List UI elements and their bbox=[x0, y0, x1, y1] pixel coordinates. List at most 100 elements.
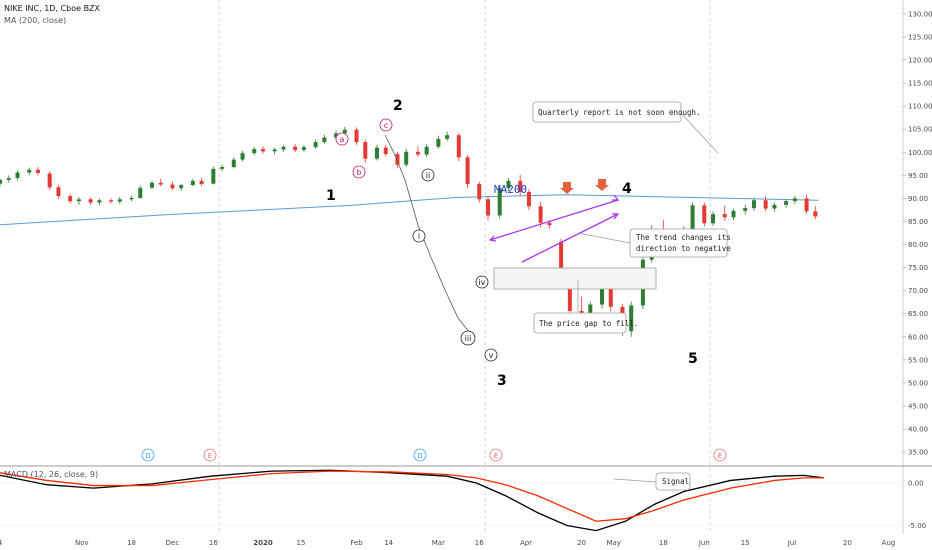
note-quarterly-text: Quarterly report is not soon enough. bbox=[538, 108, 701, 117]
wave-path bbox=[384, 134, 471, 334]
candle-body bbox=[322, 137, 327, 143]
sub-wave-iv: iv bbox=[475, 275, 489, 289]
price-tick-label: 105.00 bbox=[908, 126, 932, 134]
candle-body bbox=[506, 180, 511, 189]
candle bbox=[722, 205, 727, 221]
candle-body bbox=[313, 142, 318, 148]
candle-body bbox=[179, 185, 184, 189]
candle-body bbox=[629, 305, 634, 332]
event-d-1[interactable]: D bbox=[141, 448, 155, 462]
time-tick-label: 16 bbox=[209, 539, 218, 547]
candle-body bbox=[117, 199, 122, 202]
candle bbox=[252, 146, 257, 156]
event-d-2-label: D bbox=[417, 452, 422, 460]
candle bbox=[170, 181, 175, 191]
candle-body bbox=[220, 167, 225, 169]
macd-lines bbox=[0, 469, 825, 532]
candle-body bbox=[6, 178, 11, 180]
time-tick-label: Apr bbox=[520, 539, 532, 547]
candle-body bbox=[784, 201, 789, 205]
macd-tick-label: 0.00 bbox=[908, 480, 924, 488]
candle bbox=[272, 147, 277, 155]
sub-wave-v-circle bbox=[484, 348, 498, 362]
macd-line bbox=[0, 469, 825, 532]
candle-body bbox=[608, 279, 613, 307]
event-d-2[interactable]: D bbox=[413, 448, 427, 462]
candle-body bbox=[751, 200, 756, 209]
price-tick-label: 70.00 bbox=[908, 287, 928, 295]
candle bbox=[15, 170, 20, 181]
time-tick-label: Mar bbox=[432, 539, 445, 547]
time-tick-label: 2020 bbox=[253, 539, 273, 547]
candle bbox=[149, 180, 154, 190]
candle-body bbox=[445, 135, 450, 139]
candle-body bbox=[76, 199, 81, 202]
event-d-2-circle bbox=[413, 448, 427, 462]
time-tick-label: Aug bbox=[882, 539, 896, 547]
candle bbox=[88, 197, 93, 205]
candle bbox=[129, 195, 134, 202]
candle bbox=[322, 134, 327, 144]
candle-body bbox=[743, 208, 748, 211]
candle bbox=[301, 144, 306, 152]
price-tick-label: 110.00 bbox=[908, 103, 932, 111]
candle bbox=[0, 178, 2, 187]
candle bbox=[526, 189, 531, 210]
candle-body bbox=[547, 222, 552, 226]
note-quarterly-box bbox=[532, 101, 682, 123]
wave-label-2: 2 bbox=[393, 98, 403, 114]
note-quarterly: Quarterly report is not soon enough. bbox=[532, 101, 719, 154]
candle bbox=[56, 185, 61, 199]
wave-label-4: 4 bbox=[622, 181, 632, 197]
candle bbox=[629, 301, 634, 337]
sub-wave-iii-label: iii bbox=[465, 334, 472, 343]
event-markers: D E D E E bbox=[141, 448, 727, 462]
event-e-1[interactable]: E bbox=[203, 448, 217, 462]
candle-body bbox=[711, 214, 716, 224]
sub-wave-a-circle bbox=[335, 132, 349, 146]
candle-body bbox=[486, 199, 491, 216]
event-e-3[interactable]: E bbox=[713, 448, 727, 462]
ma-legend[interactable]: MA (200, close) bbox=[4, 16, 67, 25]
wedge-channel bbox=[488, 194, 620, 263]
candle bbox=[424, 143, 429, 157]
sub-wave-a: a bbox=[335, 132, 349, 146]
candle-body bbox=[68, 196, 73, 202]
candle-body bbox=[518, 180, 523, 192]
sub-wave-b: b bbox=[352, 165, 366, 179]
sub-wave-iv-circle bbox=[475, 275, 489, 289]
wave-label-3: 3 bbox=[497, 373, 507, 389]
candle-body bbox=[772, 204, 777, 209]
candle-body bbox=[170, 184, 175, 189]
sub-wave-b-circle bbox=[352, 165, 366, 179]
candle bbox=[383, 144, 388, 157]
symbol-header[interactable]: NIKE INC, 1D, Cboe BZX bbox=[4, 4, 101, 13]
candle-body bbox=[813, 211, 818, 217]
macd-legend[interactable]: MACD (12, 26, close, 9) bbox=[4, 470, 99, 479]
time-tick-label: Dec bbox=[166, 539, 180, 547]
note-trend-box bbox=[629, 228, 728, 258]
candle-body bbox=[374, 147, 379, 159]
time-tick-label: 14 bbox=[384, 539, 393, 547]
candle-body bbox=[600, 279, 604, 305]
candle-body bbox=[456, 135, 461, 158]
candle-body bbox=[47, 173, 52, 188]
candle bbox=[436, 135, 441, 149]
sub-wave-iii: iii bbox=[460, 330, 476, 346]
macd-signal-line bbox=[0, 470, 825, 522]
candle-body bbox=[281, 146, 286, 150]
candle bbox=[261, 146, 266, 154]
event-e-2[interactable]: E bbox=[489, 448, 503, 462]
candle-body bbox=[35, 169, 40, 174]
candle-body bbox=[293, 146, 298, 150]
time-tick-label: Nov bbox=[75, 539, 89, 547]
candle bbox=[465, 155, 470, 189]
note-trend-pointer bbox=[577, 232, 631, 244]
candle-body bbox=[415, 151, 420, 155]
price-tick-label: 45.00 bbox=[908, 403, 928, 411]
time-tick-label: 4 bbox=[0, 539, 3, 547]
ma200-text-label: MA200 bbox=[494, 183, 527, 196]
time-tick-label: 15 bbox=[297, 539, 306, 547]
ma200-line bbox=[0, 194, 819, 226]
price-tick-label: 75.00 bbox=[908, 264, 928, 272]
